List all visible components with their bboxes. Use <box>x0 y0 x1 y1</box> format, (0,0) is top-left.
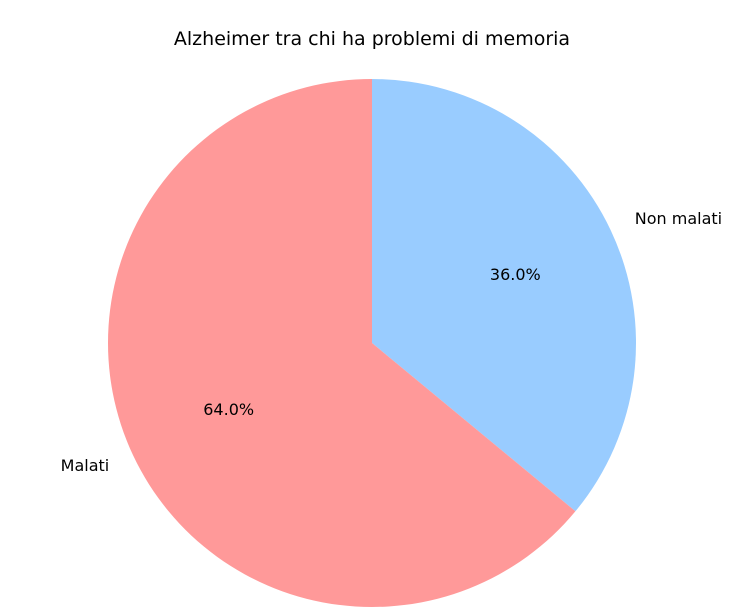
pie-slices <box>107 79 636 607</box>
chart-title: Alzheimer tra chi ha problemi di memoria <box>174 28 570 50</box>
percent-label-non-malati: 36.0% <box>490 265 541 284</box>
pie-slice-malati <box>107 79 576 607</box>
pie-labels: Non malati 36.0% Malati 64.0% <box>61 209 722 475</box>
pie-slice-non-malati <box>372 79 636 512</box>
slice-label-non-malati: Non malati <box>635 209 722 228</box>
slice-label-malati: Malati <box>61 456 110 475</box>
percent-label-malati: 64.0% <box>203 400 254 419</box>
